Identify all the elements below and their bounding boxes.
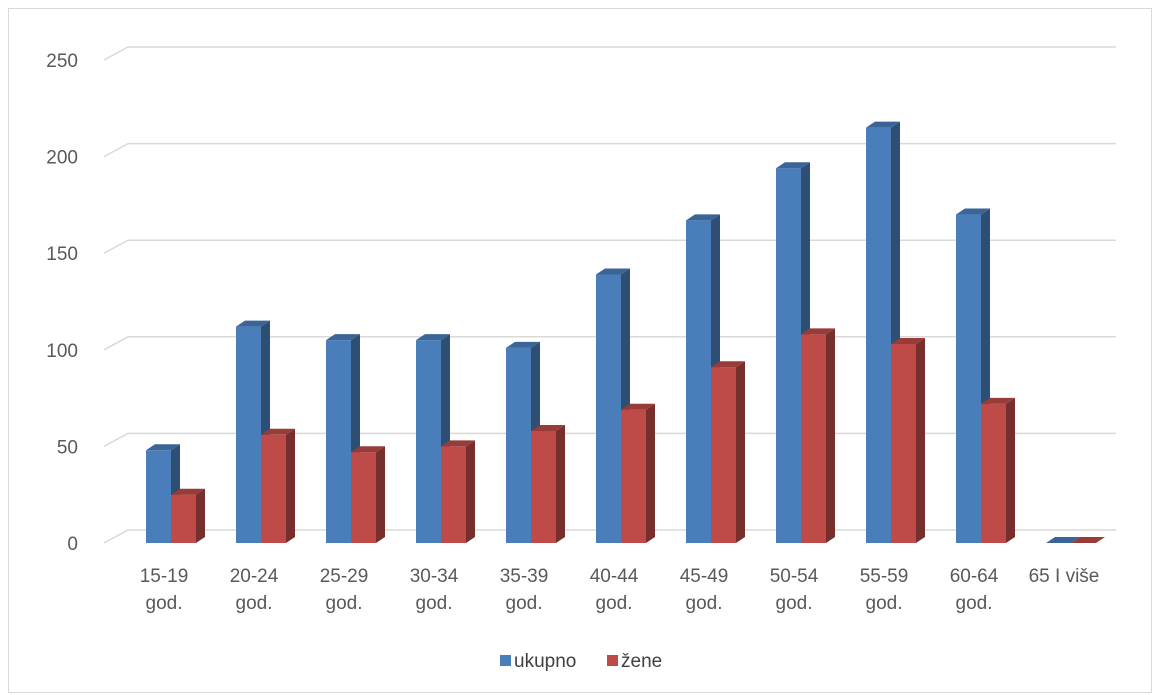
legend-swatch bbox=[607, 655, 618, 666]
legend-swatch bbox=[500, 655, 511, 666]
x-tick-label: 40-44 god. bbox=[590, 566, 639, 614]
y-tick-label: 100 bbox=[46, 341, 78, 362]
bar-zene bbox=[981, 397, 1015, 543]
y-tick-label: 150 bbox=[46, 244, 78, 265]
bar-zene bbox=[261, 428, 295, 543]
y-axis-ticks: 0 50 100 150 200 250 bbox=[46, 51, 78, 555]
legend-label: žene bbox=[621, 651, 662, 672]
legend-label: ukupno bbox=[514, 651, 576, 672]
y-tick-label: 200 bbox=[46, 148, 78, 169]
bar-zene bbox=[1071, 537, 1105, 543]
x-tick-label: 55-59 god. bbox=[860, 566, 909, 614]
x-axis-ticks: 15-19 god. 20-24 god. 25-29 god. 30-34 god. 35-3… bbox=[140, 566, 1100, 614]
y-tick-label: 50 bbox=[57, 437, 78, 458]
gridline bbox=[103, 142, 1116, 158]
bar-zene bbox=[621, 403, 655, 543]
x-tick-label: 30-34 god. bbox=[410, 566, 459, 614]
legend: ukupno žene bbox=[500, 651, 662, 672]
bar-ukupno bbox=[686, 214, 720, 543]
y-tick-label: 250 bbox=[46, 51, 78, 72]
bar-ukupno bbox=[1046, 537, 1080, 543]
bar-zene bbox=[801, 328, 835, 543]
x-tick-label: 15-19 god. bbox=[140, 566, 189, 614]
bar-zene bbox=[531, 424, 565, 543]
legend-item-zene: žene bbox=[607, 651, 662, 672]
bars bbox=[146, 121, 1105, 544]
x-tick-label: 65 I više bbox=[1029, 566, 1100, 587]
x-tick-label: 20-24 god. bbox=[230, 566, 279, 614]
bar-zene bbox=[891, 338, 925, 543]
x-tick-label: 50-54 god. bbox=[770, 566, 819, 614]
bar-zene bbox=[171, 488, 205, 543]
bar-zene bbox=[351, 446, 385, 543]
legend-item-ukupno: ukupno bbox=[500, 651, 576, 672]
y-tick-label: 0 bbox=[67, 534, 78, 555]
gridline bbox=[103, 46, 1116, 61]
x-tick-label: 35-39 god. bbox=[500, 566, 549, 614]
bar-zene bbox=[441, 440, 475, 543]
x-tick-label: 45-49 god. bbox=[680, 566, 729, 614]
bar-zene bbox=[711, 361, 745, 543]
x-tick-label: 60-64 god. bbox=[950, 566, 999, 614]
x-tick-label: 25-29 god. bbox=[320, 566, 369, 614]
